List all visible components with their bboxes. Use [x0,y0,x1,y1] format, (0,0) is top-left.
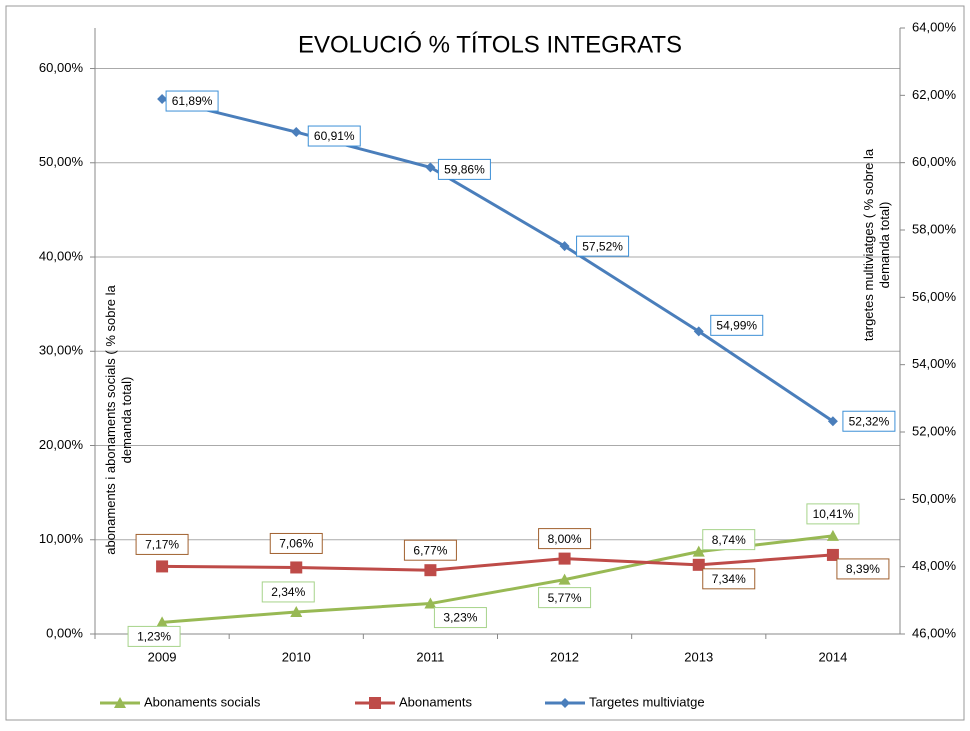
legend-label: Abonaments socials [144,694,261,709]
point [369,697,381,709]
data-label: 61,89% [172,94,213,108]
chart-border [5,5,965,721]
point [558,573,571,585]
data-label-box [710,314,764,336]
y2-tick-label: 52,00% [912,423,957,438]
y-tick-label: 20,00% [39,437,84,452]
data-label-box [538,528,592,550]
axis-title-line: targetes multiviatges ( % sobre la [861,148,876,341]
data-label: 7,34% [712,572,746,586]
x-tick-label: 2009 [148,649,177,664]
data-label-box [433,607,487,629]
data-label: 10,41% [813,507,854,521]
legend-label: Targetes multiviatge [589,694,705,709]
y-tick-label: 50,00% [39,154,84,169]
data-label-box [127,625,181,647]
data-label-box [165,90,219,112]
series-line [161,97,834,423]
x-tick-label: 2012 [550,649,579,664]
series-line [162,553,834,572]
data-label-box [261,581,315,603]
point [692,545,705,557]
data-label: 52,32% [849,414,890,428]
y2-tick-label: 54,00% [912,356,957,371]
point [291,127,302,138]
chart-title: EVOLUCIÓ % TÍTOLS INTEGRATS [298,31,682,58]
data-label-box [307,125,361,147]
x-tick-label: 2013 [684,649,713,664]
point [693,326,704,337]
data-label: 3,23% [443,611,477,625]
point [826,548,839,561]
y2-tick-label: 50,00% [912,491,957,506]
data-label: 7,06% [279,537,313,551]
point [827,416,838,427]
data-label: 6,77% [413,543,447,557]
data-label-box [702,529,756,551]
data-label-box [842,410,896,432]
y2-tick-label: 60,00% [912,154,957,169]
y2-tick-label: 58,00% [912,221,957,236]
axis-title-line: demanda total) [119,377,134,464]
data-label: 2,34% [271,585,305,599]
point [559,241,570,252]
axis-title-line: abonaments i abonaments socials ( % sobr… [103,284,118,554]
data-label: 8,39% [846,562,880,576]
y-tick-label: 0,00% [46,625,83,640]
y2-tick-label: 46,00% [912,625,957,640]
data-label: 60,91% [314,129,355,143]
data-label-box [538,587,592,609]
y2-axis-title: targetes multiviatges ( % sobre lademand… [861,148,892,341]
y2-tick-label: 64,00% [912,19,957,34]
legend-label: Abonaments [399,694,472,709]
point [290,605,303,617]
y2-tick-label: 62,00% [912,87,957,102]
data-label: 7,17% [145,538,179,552]
data-label: 5,77% [548,591,582,605]
data-label-box [702,568,756,590]
data-label-box [403,539,457,561]
point [826,529,839,541]
data-label-box [836,558,890,580]
point [558,552,571,565]
y-tick-label: 30,00% [39,343,84,358]
x-tick-label: 2011 [416,649,444,664]
point [692,558,705,571]
data-label: 54,99% [716,319,757,333]
y-tick-label: 10,00% [39,531,84,546]
point [114,697,126,708]
axis-title-line: demanda total) [877,202,892,289]
data-label: 1,23% [137,630,171,644]
data-label: 57,52% [582,239,623,253]
y-tick-label: 60,00% [39,60,84,75]
x-tick-label: 2014 [818,649,847,664]
data-label-box [135,533,189,555]
data-label: 8,00% [548,532,582,546]
x-tick-label: 2010 [282,649,311,664]
point [425,162,436,173]
data-label-box [806,503,860,525]
data-label: 8,74% [712,533,746,547]
y2-tick-label: 56,00% [912,289,957,304]
data-label: 59,86% [444,163,485,177]
point [424,597,437,609]
point [157,94,168,105]
y-axis-title: abonaments i abonaments socials ( % sobr… [103,284,134,554]
data-label-box [576,235,630,257]
point [560,698,570,708]
point [290,561,303,574]
point [424,564,437,577]
y-tick-label: 40,00% [39,248,84,263]
point [156,560,169,573]
point [156,616,169,628]
y2-tick-label: 48,00% [912,558,957,573]
data-label-box [437,158,491,180]
data-label-box [269,532,323,554]
